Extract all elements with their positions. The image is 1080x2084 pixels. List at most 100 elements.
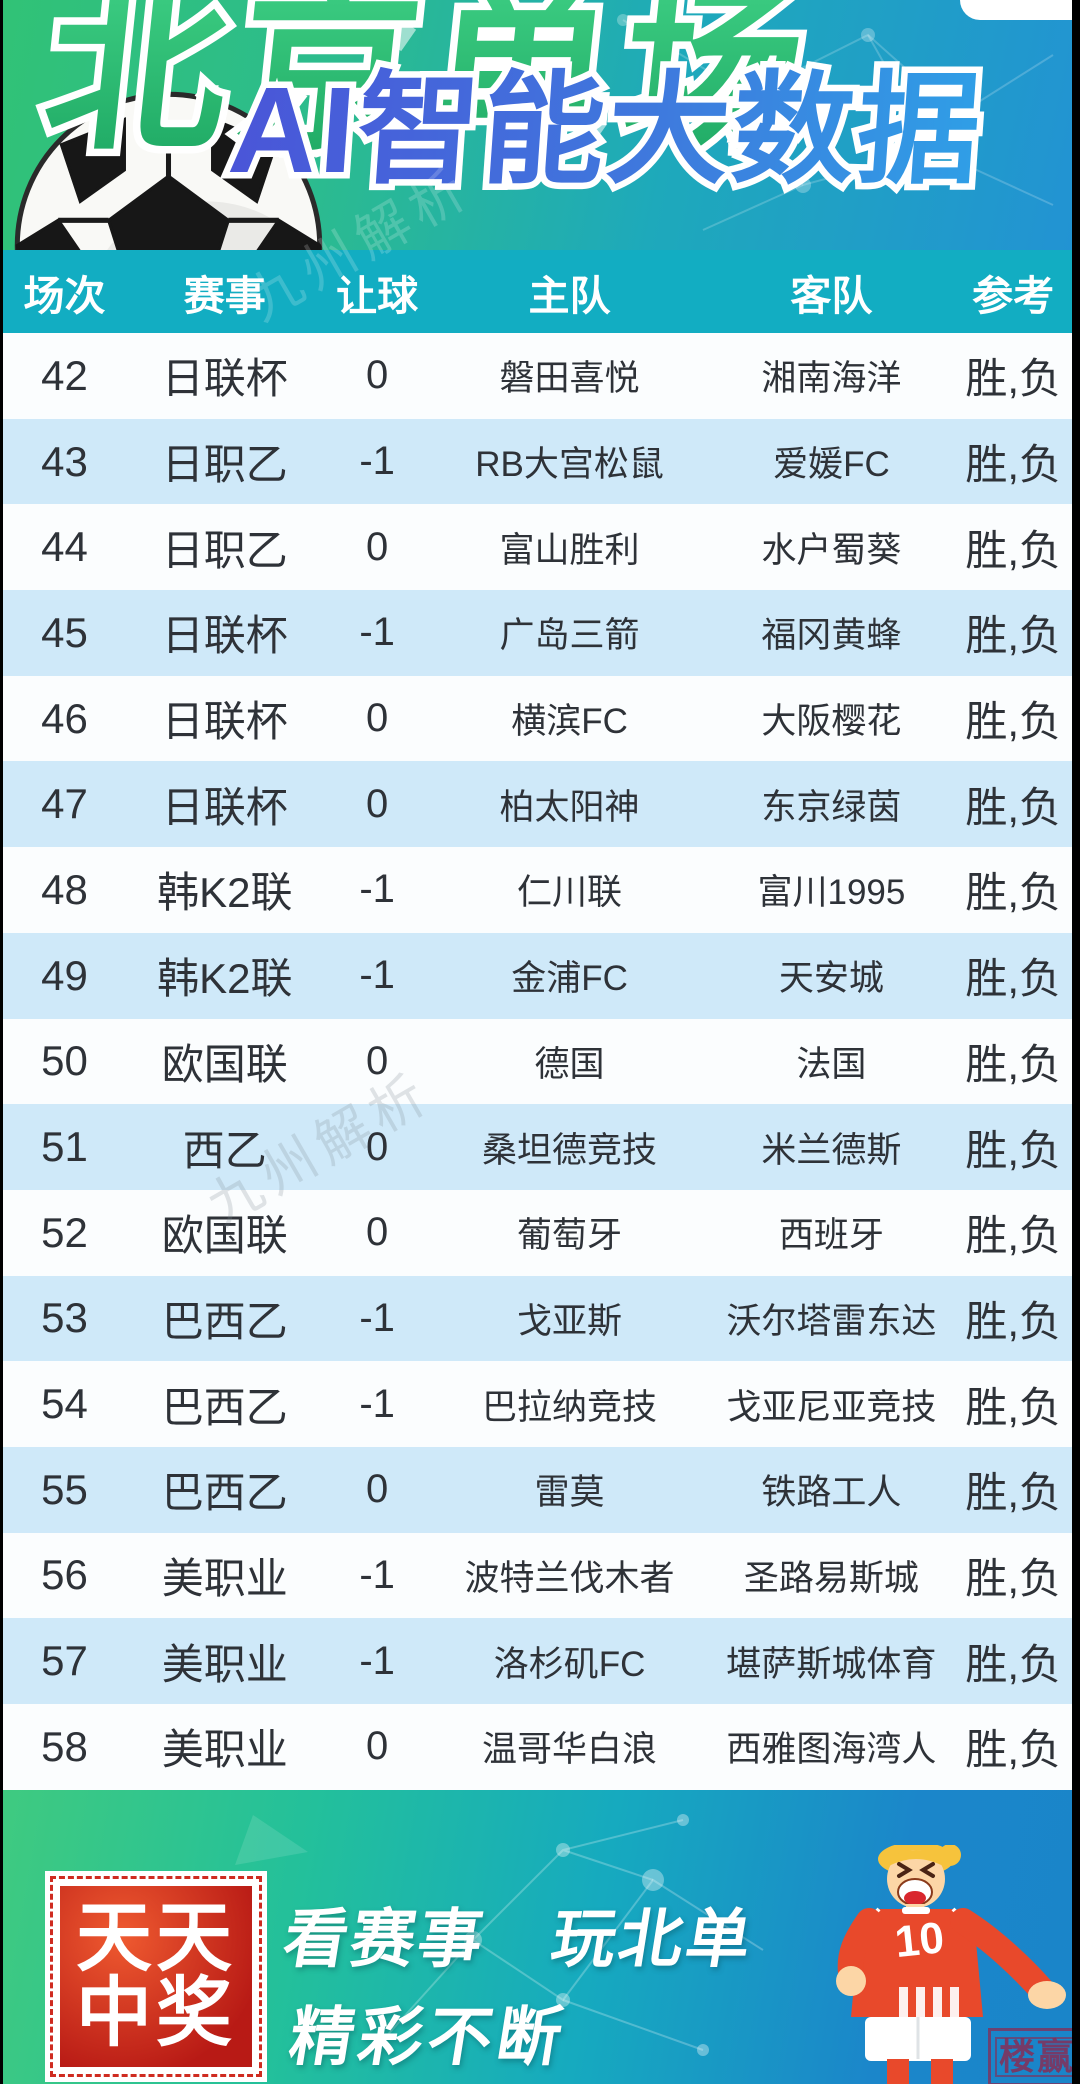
- home-team-name: 戈亚斯: [517, 1301, 623, 1341]
- league-name: 日职乙: [161, 526, 288, 574]
- away-team-name: 圣路易斯城: [743, 1558, 919, 1598]
- home-team-name: 广岛三箭: [499, 616, 640, 656]
- col-header-handicap: 让球: [336, 272, 419, 319]
- away-team-name: 富川1995: [757, 873, 906, 913]
- table-row: 43 日职乙 -1 RB大宫松鼠 爱媛FC 胜,负: [3, 418, 1072, 505]
- handicap-value: -1: [359, 1552, 395, 1597]
- away-team-name: 湘南海洋: [761, 359, 902, 399]
- stamp-dashed-border: [50, 1876, 262, 2077]
- home-team-name: 横滨FC: [511, 702, 628, 742]
- league-name: 巴西乙: [161, 1297, 288, 1345]
- league-name: 美职业: [161, 1640, 288, 1688]
- handicap-value: 0: [365, 781, 389, 826]
- col-header-reference: 参考: [972, 272, 1055, 319]
- handicap-value: 0: [365, 1210, 389, 1255]
- handicap-value: -1: [359, 439, 395, 484]
- recommendation-value: 胜,负: [965, 1726, 1061, 1774]
- match-number: 51: [41, 1123, 88, 1171]
- recommendation-value: 胜,负: [965, 355, 1061, 403]
- league-name: 西乙: [182, 1126, 267, 1174]
- home-team-name: 仁川联: [517, 873, 623, 913]
- table-row: 51 西乙 0 桑坦德竞技 米兰德斯 胜,负: [3, 1104, 1072, 1190]
- match-number: 43: [41, 437, 88, 485]
- recommendation-value: 胜,负: [965, 1469, 1061, 1517]
- away-team-name: 福冈黄蜂: [761, 616, 902, 656]
- slogan-line1: 看赛事 玩北单: [278, 1903, 759, 1975]
- home-team-name: 柏太阳神: [499, 787, 640, 827]
- away-team-name: 天安城: [778, 959, 884, 999]
- recommendation-value: 胜,负: [965, 1297, 1061, 1345]
- soccer-ball-icon: [14, 91, 323, 250]
- title-main-art: AI智能大数据: [218, 55, 993, 205]
- slogan-line2: 精彩不断: [284, 2001, 572, 2073]
- away-team-name: 西雅图海湾人: [726, 1730, 937, 1770]
- handicap-value: 0: [365, 353, 389, 398]
- match-number: 48: [41, 865, 88, 913]
- table-row: 49 韩K2联 -1 金浦FC 天安城 胜,负: [3, 932, 1072, 1019]
- handicap-value: -1: [359, 1638, 395, 1683]
- league-name: 日联杯: [161, 355, 288, 403]
- recommendation-value: 胜,负: [965, 783, 1061, 831]
- stamp-text-line1: 天天: [76, 1896, 236, 1982]
- match-number: 50: [41, 1037, 88, 1085]
- table-row: 52 欧国联 0 葡萄牙 西班牙 胜,负: [3, 1189, 1072, 1276]
- away-team-name: 法国: [796, 1044, 867, 1084]
- match-number: 53: [41, 1294, 88, 1342]
- recommendation-value: 胜,负: [965, 1040, 1061, 1088]
- league-name: 欧国联: [161, 1040, 288, 1088]
- table-row: 55 巴西乙 0 雷莫 铁路工人 胜,负: [3, 1446, 1072, 1533]
- table-row: 50 欧国联 0 德国 法国 胜,负: [3, 1018, 1072, 1105]
- league-name: 日联杯: [161, 612, 288, 660]
- home-team-name: 巴拉纳竞技: [482, 1387, 658, 1427]
- handicap-value: -1: [359, 1295, 395, 1340]
- handicap-value: -1: [359, 867, 395, 912]
- away-team-name: 东京绿茵: [761, 787, 902, 827]
- col-header-away-team: 客队: [790, 272, 873, 319]
- table-row: 44 日职乙 0 富山胜利 水户蜀葵 胜,负: [3, 504, 1072, 591]
- away-team-name: 堪萨斯城体育: [726, 1644, 937, 1684]
- league-name: 巴西乙: [161, 1383, 288, 1431]
- away-team-name: 米兰德斯: [761, 1130, 902, 1170]
- table-row: 53 巴西乙 -1 戈亚斯 沃尔塔雷东达 胜,负: [3, 1275, 1072, 1362]
- home-team-name: 波特兰伐木者: [464, 1558, 675, 1598]
- away-team-name: 戈亚尼亚竞技: [726, 1387, 937, 1427]
- recommendation-value: 胜,负: [965, 526, 1061, 574]
- table-row: 46 日联杯 0 横滨FC 大阪樱花 胜,负: [3, 675, 1072, 762]
- network-pattern-decoration: [617, 14, 1054, 231]
- home-team-name: 雷莫: [534, 1473, 605, 1513]
- away-team-name: 沃尔塔雷东达: [726, 1301, 937, 1341]
- recommendation-value: 胜,负: [965, 698, 1061, 746]
- match-number: 56: [41, 1551, 88, 1599]
- home-team-name: 洛杉矶FC: [493, 1644, 646, 1684]
- handicap-value: 0: [365, 524, 389, 569]
- home-team-name: 桑坦德竞技: [482, 1130, 658, 1170]
- home-team-name: RB大宫松鼠: [475, 445, 664, 485]
- table-header: 场次 赛事 让球 主队 客队 参考: [3, 250, 1072, 333]
- match-number: 54: [41, 1380, 88, 1428]
- handicap-value: 0: [365, 1724, 389, 1769]
- recommendation-value: 胜,负: [965, 1212, 1061, 1260]
- home-team-name: 葡萄牙: [517, 1216, 623, 1256]
- recommendation-value: 胜,负: [965, 955, 1061, 1003]
- home-team-name: 温哥华白浪: [482, 1730, 658, 1770]
- table-row: 45 日联杯 -1 广岛三箭 福冈黄蜂 胜,负: [3, 590, 1072, 676]
- recommendation-value: 胜,负: [965, 1554, 1061, 1602]
- jersey-number: 10: [893, 1913, 947, 1967]
- home-team-name: 德国: [534, 1044, 605, 1084]
- recommendation-value: 胜,负: [965, 612, 1061, 660]
- corner-seal-watermark: 楼赢: [988, 2028, 1072, 2084]
- handicap-value: 0: [365, 1467, 389, 1512]
- table-row: 54 巴西乙 -1 巴拉纳竞技 戈亚尼亚竞技 胜,负: [3, 1361, 1072, 1447]
- handicap-value: -1: [359, 610, 395, 655]
- match-number: 58: [41, 1722, 88, 1770]
- recommendation-value: 胜,负: [965, 1383, 1061, 1431]
- col-header-league: 赛事: [183, 272, 266, 319]
- page-title-top: 北京单场: [36, 0, 825, 172]
- away-team-name: 西班牙: [778, 1216, 884, 1256]
- league-name: 韩K2联: [157, 869, 293, 917]
- league-name: 日联杯: [161, 698, 288, 746]
- table-row: 42 日联杯 0 磐田喜悦 湘南海洋 胜,负: [3, 333, 1072, 419]
- handicap-value: -1: [359, 953, 395, 998]
- recommendation-value: 胜,负: [965, 1126, 1061, 1174]
